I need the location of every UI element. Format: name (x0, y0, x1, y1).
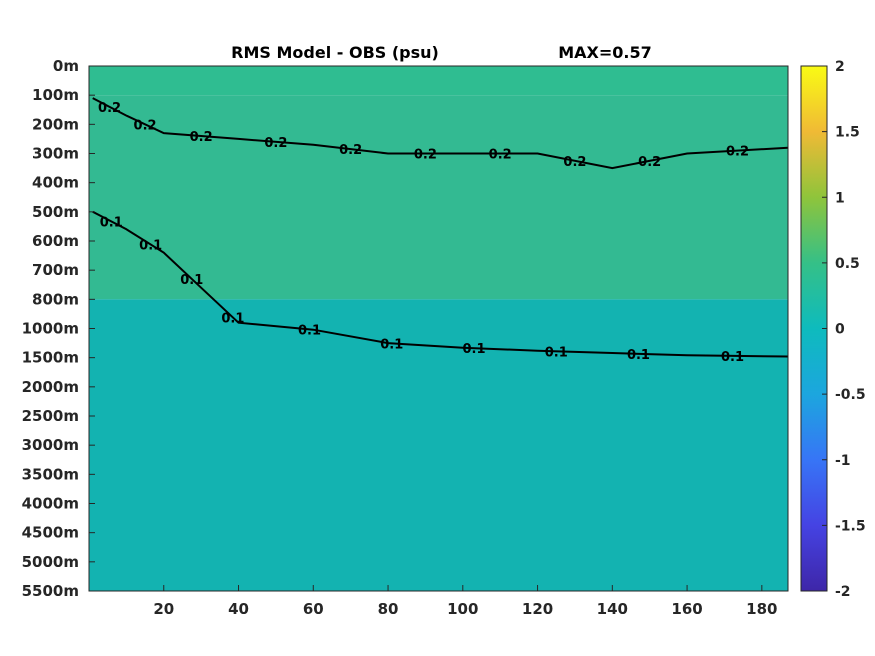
colorbar-tick-label: -2 (835, 584, 851, 600)
y-tick-label: 5000m (22, 553, 79, 571)
y-tick-label: 500m (32, 203, 79, 221)
y-tick-label: 400m (32, 174, 79, 192)
colorbar-tick-label: 2 (835, 59, 845, 75)
x-tick-label: 100 (447, 600, 478, 618)
y-tick-label: 200m (32, 115, 79, 133)
x-tick-label: 180 (746, 600, 777, 618)
x-tick-label: 120 (522, 600, 553, 618)
y-tick-label: 300m (32, 145, 79, 163)
contour-label: 0.2 (339, 143, 362, 158)
contour-label: 0.1 (721, 350, 744, 365)
chart-max-label: MAX=0.57 (558, 43, 652, 62)
colorbar-tick-label: -0.5 (835, 387, 866, 403)
contour-lines: 0.2 0.2 0.2 0.2 0.2 0.2 0.2 0.2 0.2 0.2 0.1 0.1 0.1 0… (92, 97, 788, 365)
y-tick-label: 1500m (22, 349, 79, 367)
contour-label: 0.1 (462, 342, 485, 357)
contour-label: 0.1 (298, 323, 321, 338)
x-tick-label: 20 (153, 600, 174, 618)
y-tick-label: 3500m (22, 465, 79, 483)
y-tick-label: 5500m (22, 582, 79, 600)
colorbar-tick-label: 0 (835, 322, 845, 338)
contour-label: 0.1 (100, 215, 123, 230)
y-tick-label: 4000m (22, 495, 79, 513)
y-tick-label: 100m (32, 86, 79, 104)
y-tick-label: 1000m (22, 320, 79, 338)
x-tick-label: 140 (597, 600, 628, 618)
y-tick-label: 3000m (22, 436, 79, 454)
y-tick-label: 600m (32, 232, 79, 250)
x-tick-label: 60 (303, 600, 324, 618)
chart-title: RMS Model - OBS (psu) (231, 43, 439, 62)
contour-label: 0.1 (545, 345, 568, 360)
colorbar-axis: 2 1.5 1 0.5 0 -0.5 -1 -1.5 -2 (822, 59, 866, 600)
colorbar-tick-label: -1.5 (835, 518, 866, 534)
y-tick-label: 2500m (22, 407, 79, 425)
contour-label: 0.2 (134, 118, 157, 133)
y-tick-label: 700m (32, 261, 79, 279)
colorbar-tick-label: -1 (835, 453, 851, 469)
contour-label: 0.2 (563, 155, 586, 170)
contour-label: 0.2 (414, 148, 437, 163)
field-band (89, 66, 788, 96)
contour-label: 0.1 (180, 273, 203, 288)
contour-label: 0.1 (627, 348, 650, 363)
y-tick-label: 800m (32, 290, 79, 308)
contour-label: 0.2 (638, 155, 661, 170)
contour-label: 0.1 (380, 337, 403, 352)
x-tick-label: 160 (671, 600, 702, 618)
colorbar-tick-label: 1.5 (835, 125, 860, 141)
x-tick-label: 80 (378, 600, 399, 618)
contour-label: 0.2 (264, 136, 287, 151)
contour-label: 0.2 (726, 145, 749, 160)
contour-line-0.1 (92, 210, 788, 358)
colorbar-tick-label: 1 (835, 190, 845, 206)
y-tick-label: 0m (53, 57, 79, 75)
colorbar-tick-label: 0.5 (835, 256, 860, 272)
heatmap-field (89, 66, 788, 591)
y-tick-label: 2000m (22, 378, 79, 396)
y-tick-label: 4500m (22, 524, 79, 542)
x-tick-label: 40 (228, 600, 249, 618)
contour-label: 0.2 (98, 101, 121, 116)
contour-label: 0.2 (489, 148, 512, 163)
field-band (89, 299, 788, 591)
field-band (89, 95, 788, 300)
contour-line-0.2 (92, 97, 788, 170)
x-axis: 20 40 60 80 100 120 140 160 180 (153, 585, 777, 618)
contour-label: 0.1 (221, 311, 244, 326)
y-axis: 0m 100m 200m 300m 400m 500m 600m 700m 800m 1000m 1… (22, 57, 95, 600)
contour-label: 0.1 (139, 239, 162, 254)
contour-label: 0.2 (190, 130, 213, 145)
